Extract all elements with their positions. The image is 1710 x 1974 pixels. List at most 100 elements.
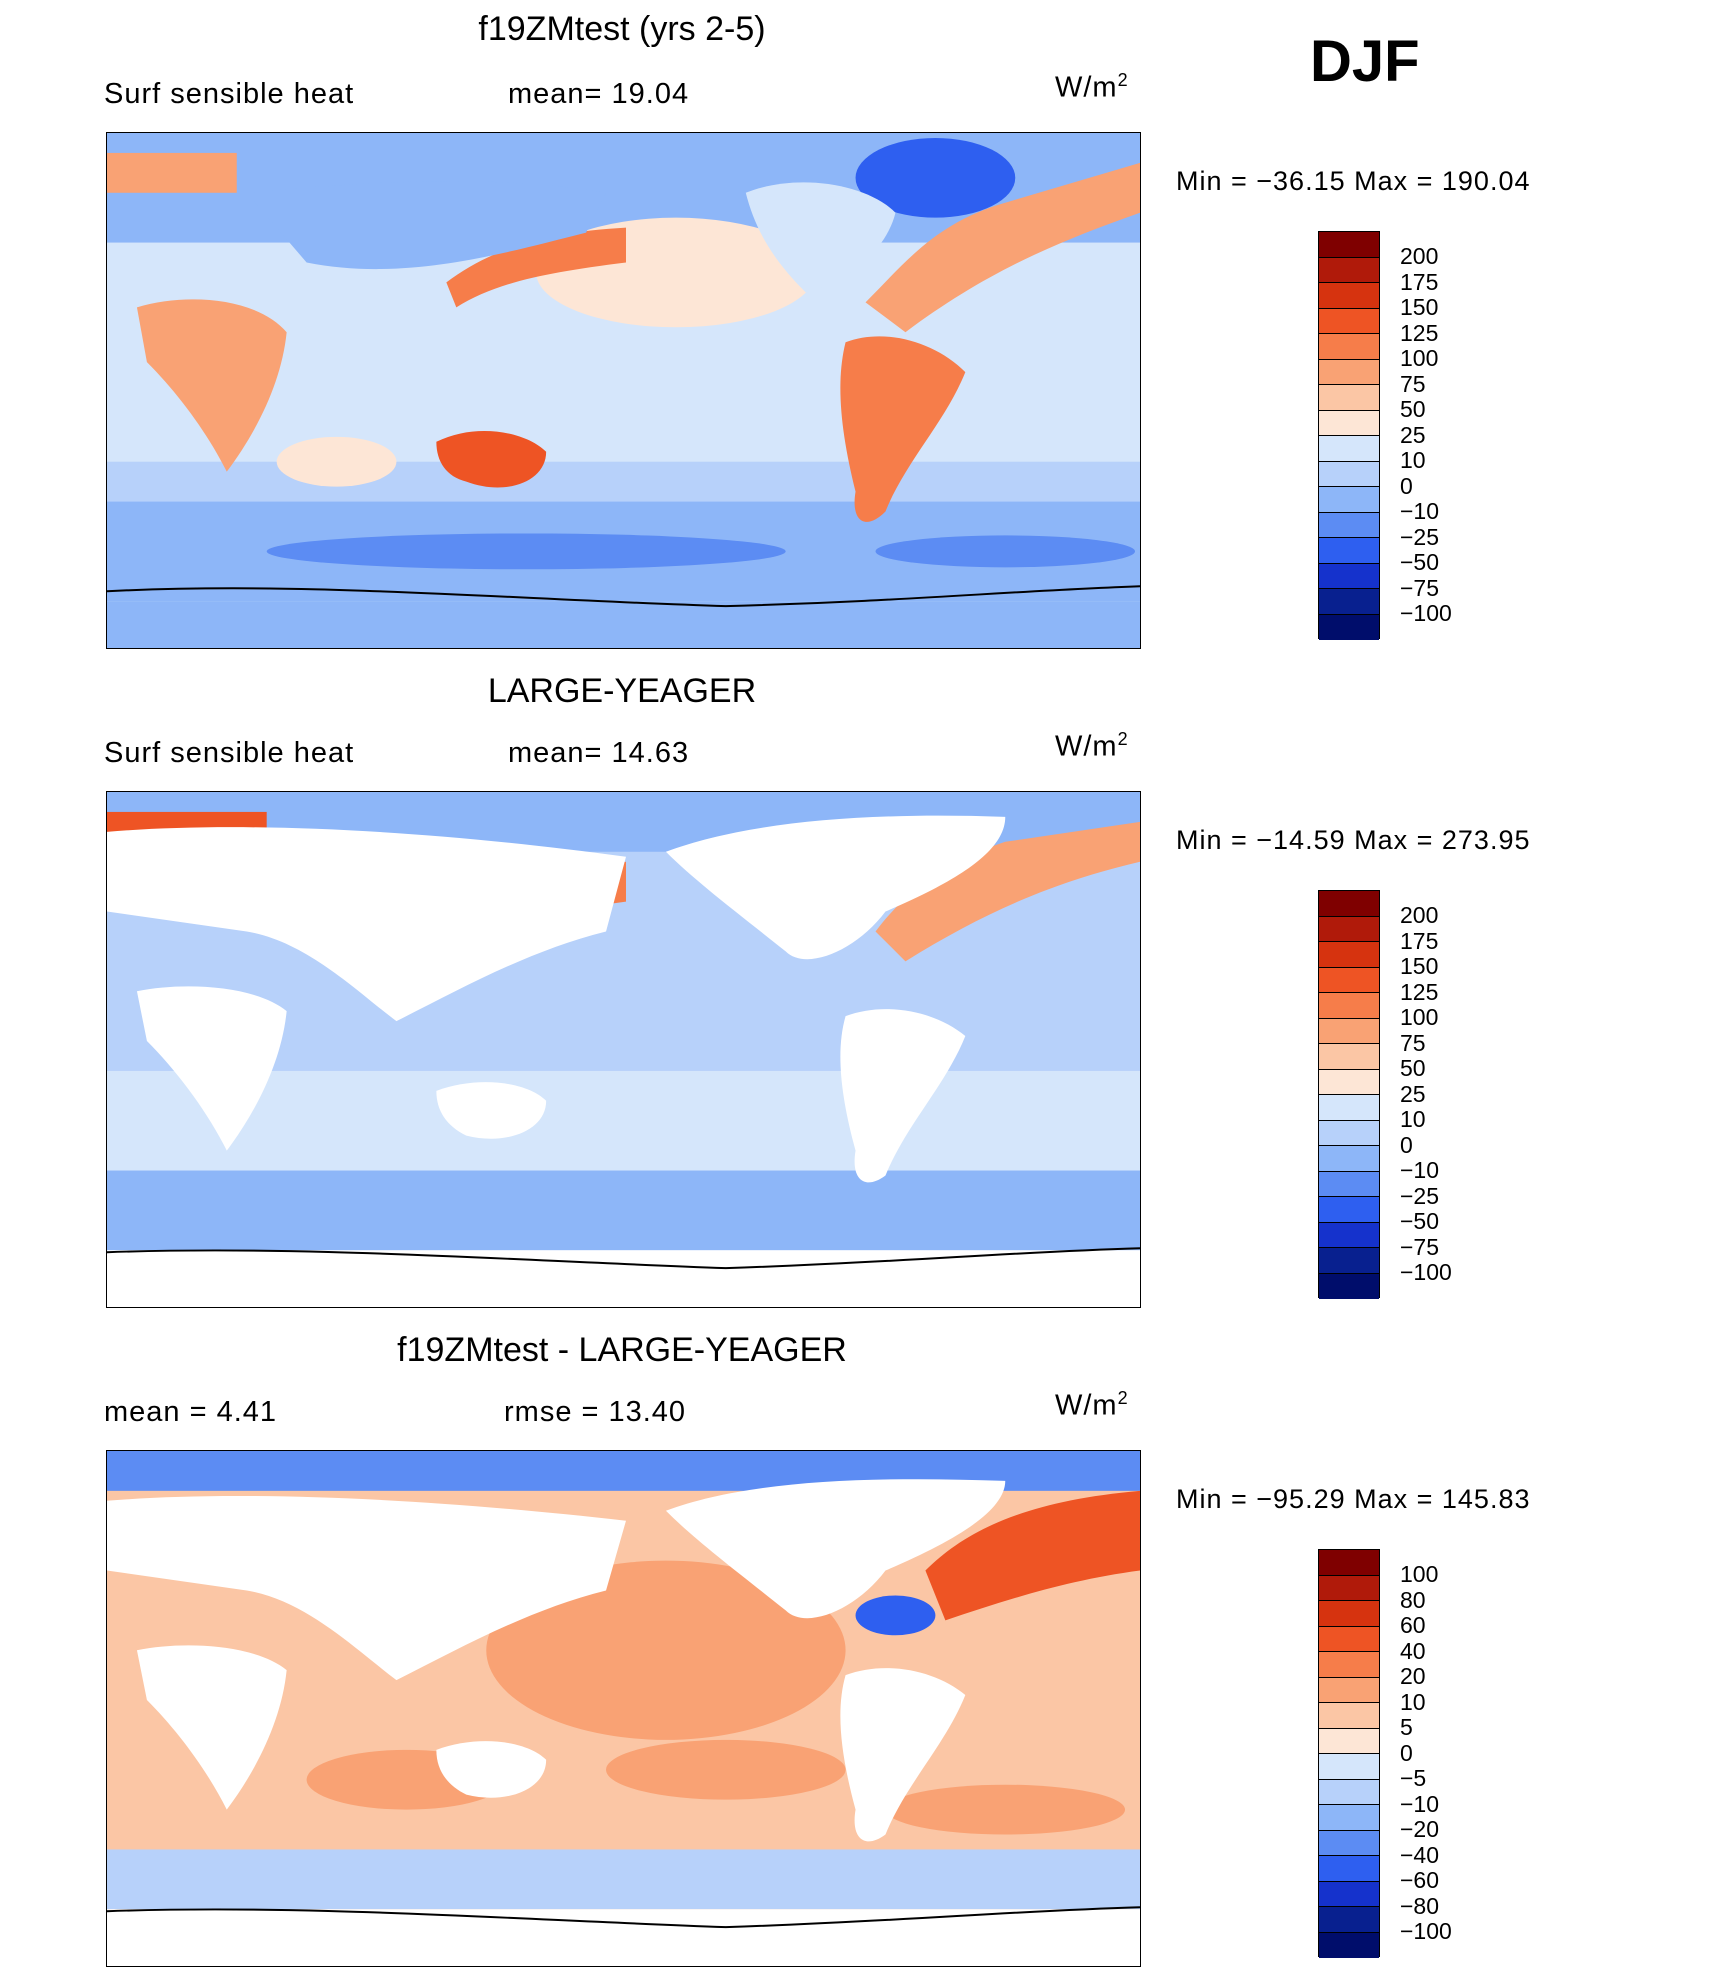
colorbar-tick-label: 50	[1400, 396, 1426, 422]
colorbar-tick-label: 10	[1400, 1106, 1426, 1132]
colorbar-tick-label: 40	[1400, 1637, 1426, 1664]
colorbar-tick-label: 100	[1400, 1004, 1439, 1030]
colorbar-tick-label: 175	[1400, 268, 1439, 295]
panel2-minmax: Min = −14.59 Max = 273.95	[1176, 825, 1531, 855]
panel3-units: W/m2	[1055, 1388, 1129, 1422]
colorbar-tick-label: −75	[1400, 1233, 1440, 1260]
colorbar-swatch	[1319, 1881, 1379, 1907]
panel2-units: W/m2	[1055, 729, 1129, 763]
panel1-colorbar	[1318, 231, 1380, 640]
colorbar-tick-label: 150	[1400, 294, 1439, 320]
colorbar-tick-label: −10	[1400, 1790, 1440, 1817]
panel2-variable-label: Surf sensible heat	[104, 737, 355, 769]
colorbar-swatch	[1319, 1728, 1379, 1754]
colorbar-tick-label: 10	[1400, 447, 1426, 473]
season-label: DJF	[1310, 29, 1420, 94]
colorbar-swatch	[1319, 942, 1379, 968]
colorbar-tick-label: 5	[1400, 1714, 1413, 1740]
panel1-mean: mean= 19.04	[508, 78, 690, 110]
colorbar-swatch	[1319, 1069, 1379, 1095]
colorbar-tick-label: 60	[1400, 1612, 1426, 1638]
panel2-map	[106, 791, 1141, 1308]
colorbar-swatch	[1319, 589, 1379, 615]
panel3-mean: mean = 4.41	[104, 1396, 278, 1428]
panel1-title: f19ZMtest (yrs 2-5)	[478, 10, 766, 48]
colorbar-tick-label: −20	[1400, 1816, 1440, 1842]
panel1-map	[106, 132, 1141, 649]
colorbar-swatch	[1319, 385, 1379, 411]
colorbar-tick-label: −80	[1400, 1892, 1440, 1919]
colorbar-swatch	[1319, 538, 1379, 564]
colorbar-swatch	[1319, 1120, 1379, 1146]
panel3-minmax: Min = −95.29 Max = 145.83	[1176, 1484, 1531, 1514]
colorbar-tick-label: −60	[1400, 1867, 1440, 1893]
panel1-units: W/m2	[1055, 70, 1129, 104]
colorbar-swatch	[1319, 1018, 1379, 1044]
colorbar-tick-label: 75	[1400, 1029, 1426, 1056]
colorbar-tick-label: 0	[1400, 472, 1413, 499]
colorbar-tick-label: 50	[1400, 1055, 1426, 1081]
colorbar-tick-label: 125	[1400, 978, 1439, 1005]
colorbar-swatch	[1319, 1856, 1379, 1882]
colorbar-tick-label: −100	[1400, 600, 1452, 626]
colorbar-tick-label: 0	[1400, 1131, 1413, 1158]
panel1-variable-label: Surf sensible heat	[104, 78, 355, 110]
colorbar-swatch	[1319, 1044, 1379, 1070]
colorbar-tick-label: −40	[1400, 1841, 1440, 1868]
colorbar-swatch	[1319, 993, 1379, 1019]
colorbar-tick-label: 200	[1400, 243, 1439, 269]
colorbar-swatch	[1319, 1932, 1379, 1958]
colorbar-swatch	[1319, 410, 1379, 436]
colorbar-tick-label: −100	[1400, 1259, 1452, 1285]
colorbar-swatch	[1319, 1754, 1379, 1780]
colorbar-tick-label: 20	[1400, 1663, 1426, 1689]
colorbar-swatch	[1319, 334, 1379, 360]
colorbar-swatch	[1319, 359, 1379, 385]
panel3-colorbar-labels: 100 80 60 40 20 10 5 0 −5 −10 −20 −40 −60 −80 −100	[1400, 1561, 1452, 1945]
colorbar-swatch	[1319, 1907, 1379, 1933]
colorbar-swatch	[1319, 283, 1379, 309]
colorbar-swatch	[1319, 1550, 1379, 1576]
colorbar-swatch	[1319, 614, 1379, 640]
colorbar-tick-label: 75	[1400, 370, 1426, 397]
colorbar-swatch	[1319, 1830, 1379, 1856]
colorbar-tick-label: 200	[1400, 902, 1439, 928]
panel3-colorbar	[1318, 1549, 1380, 1958]
panel2-mean: mean= 14.63	[508, 737, 690, 769]
panel2-colorbar-labels: 200 175 150 125 100 75 50 25 10 0 −10 −25 −50 −75 −100	[1400, 902, 1452, 1286]
colorbar-tick-label: 100	[1400, 1561, 1439, 1587]
colorbar-tick-label: 175	[1400, 927, 1439, 954]
colorbar-swatch	[1319, 461, 1379, 487]
panel3-map-svg	[107, 1451, 1140, 1966]
colorbar-tick-label: −50	[1400, 1208, 1440, 1234]
colorbar-tick-label: −10	[1400, 498, 1440, 524]
colorbar-tick-label: 25	[1400, 1080, 1426, 1107]
colorbar-tick-label: −25	[1400, 1182, 1440, 1209]
colorbar-tick-label: −50	[1400, 549, 1440, 575]
colorbar-swatch	[1319, 967, 1379, 993]
colorbar-swatch	[1319, 1575, 1379, 1601]
panel1-colorbar-labels: 200 175 150 125 100 75 50 25 10 0 −10 −25 −50 −75 −100	[1400, 243, 1452, 627]
colorbar-tick-label: 125	[1400, 319, 1439, 346]
colorbar-swatch	[1319, 1095, 1379, 1121]
colorbar-tick-label: −25	[1400, 523, 1440, 550]
colorbar-swatch	[1319, 1677, 1379, 1703]
panel1-map-svg	[107, 133, 1140, 648]
colorbar-swatch	[1319, 232, 1379, 258]
colorbar-tick-label: 25	[1400, 421, 1426, 448]
colorbar-swatch	[1319, 1703, 1379, 1729]
panel2-colorbar	[1318, 890, 1380, 1299]
colorbar-tick-label: 10	[1400, 1688, 1426, 1715]
colorbar-tick-label: −100	[1400, 1918, 1452, 1944]
colorbar-swatch	[1319, 257, 1379, 283]
colorbar-swatch	[1319, 1779, 1379, 1805]
colorbar-swatch	[1319, 1273, 1379, 1299]
colorbar-swatch	[1319, 1652, 1379, 1678]
colorbar-swatch	[1319, 436, 1379, 462]
colorbar-swatch	[1319, 1197, 1379, 1223]
colorbar-swatch	[1319, 891, 1379, 917]
colorbar-swatch	[1319, 1626, 1379, 1652]
colorbar-swatch	[1319, 308, 1379, 334]
panel3-map	[106, 1450, 1141, 1967]
colorbar-tick-label: −75	[1400, 574, 1440, 601]
